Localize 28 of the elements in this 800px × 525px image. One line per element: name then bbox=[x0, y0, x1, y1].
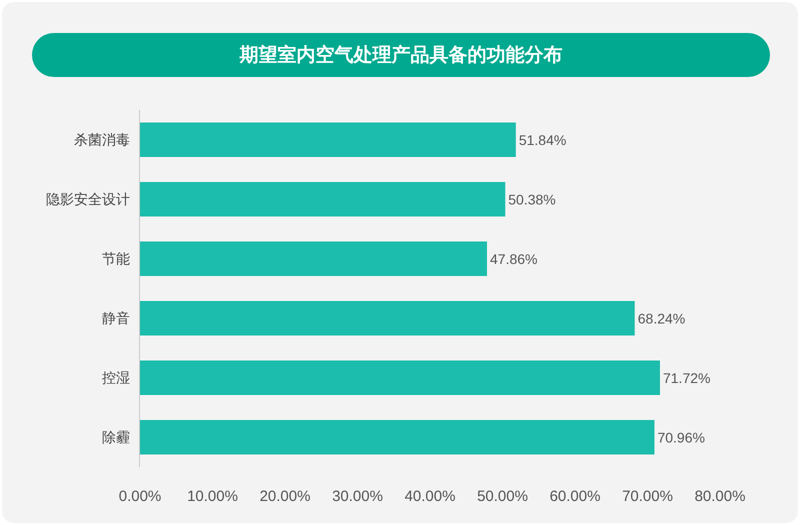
x-tick-label: 30.00% bbox=[332, 488, 383, 505]
y-tick-label: 除霾 bbox=[102, 430, 130, 446]
bar bbox=[140, 182, 506, 217]
data-label: 68.24% bbox=[638, 310, 686, 326]
bar bbox=[140, 420, 654, 455]
y-tick-label: 杀菌消毒 bbox=[74, 132, 130, 149]
bar bbox=[140, 242, 487, 276]
data-label: 51.84% bbox=[518, 132, 566, 148]
data-label: 71.72% bbox=[662, 370, 710, 386]
x-tick-label: 20.00% bbox=[260, 488, 310, 505]
bar bbox=[140, 301, 635, 336]
data-label: 50.38% bbox=[508, 191, 556, 208]
x-tick-label: 10.00% bbox=[187, 488, 238, 505]
y-tick-label: 静音 bbox=[102, 311, 130, 328]
y-tick-label: 节能 bbox=[102, 252, 130, 268]
bar bbox=[140, 360, 660, 396]
x-tick-label: 70.00% bbox=[622, 488, 673, 505]
y-tick-label: 隐影安全设计 bbox=[46, 192, 130, 208]
chart-title: 期望室内空气处理产品具备的功能分布 bbox=[32, 33, 770, 77]
x-tick-label: 60.00% bbox=[550, 488, 600, 505]
bar bbox=[140, 122, 516, 158]
x-tick-label: 40.00% bbox=[404, 488, 456, 505]
data-label: 70.96% bbox=[657, 429, 705, 446]
x-tick-label: 80.00% bbox=[694, 488, 746, 505]
x-tick-label: 50.00% bbox=[477, 488, 528, 505]
x-tick-label: 0.00% bbox=[118, 488, 162, 505]
y-tick-label: 控湿 bbox=[102, 370, 130, 387]
data-label: 47.86% bbox=[490, 250, 538, 267]
